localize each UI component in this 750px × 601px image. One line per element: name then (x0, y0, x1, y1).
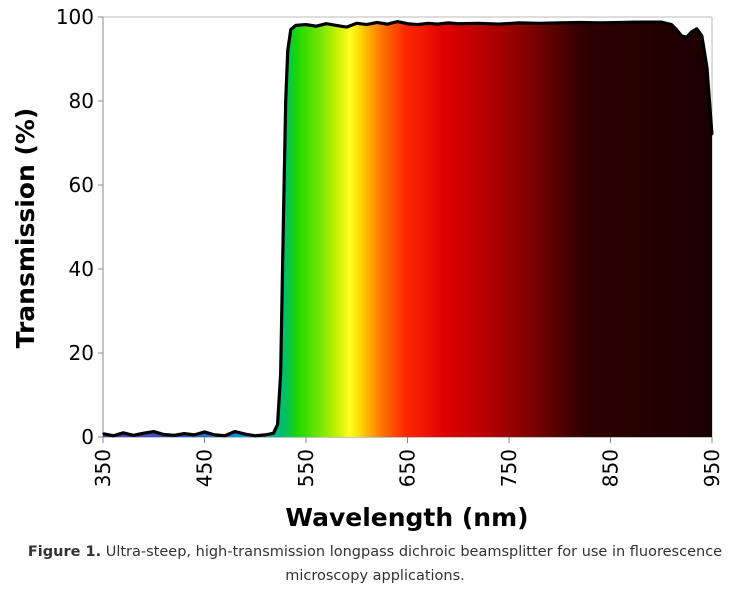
data-point (579, 21, 581, 24)
x-axis-label: Wavelength (nm) (285, 503, 528, 532)
data-point (599, 22, 602, 24)
data-point (355, 22, 358, 25)
data-point (203, 431, 206, 433)
data-point (416, 23, 419, 26)
y-tick-label: 40 (69, 257, 94, 281)
data-point (457, 22, 460, 25)
data-point (366, 23, 368, 26)
data-point (234, 430, 236, 433)
data-point (295, 24, 297, 27)
y-tick-label: 20 (69, 341, 94, 365)
data-point (675, 28, 678, 31)
data-point (376, 21, 378, 24)
y-tick-label: 60 (69, 173, 94, 197)
data-point (670, 23, 673, 26)
data-point (685, 36, 688, 38)
axis-ticks (98, 16, 713, 443)
data-point (558, 22, 561, 24)
data-point (254, 434, 257, 437)
y-axis-label: Transmission (%) (11, 108, 40, 349)
data-point (272, 432, 275, 435)
data-point (345, 26, 348, 28)
data-point (244, 433, 246, 435)
transmission-curve (103, 20, 714, 438)
data-point (660, 21, 663, 23)
data-point (640, 21, 642, 23)
axis-tick-labels: 0 20 40 60 80 100 350 450 550 650 750 850 950 (56, 5, 724, 487)
data-point (282, 205, 285, 207)
x-tick-label: 650 (396, 449, 420, 487)
data-point (427, 22, 429, 25)
data-point (386, 23, 389, 25)
caption-label: Figure 1. (27, 544, 102, 560)
data-point (518, 22, 520, 24)
data-point (152, 430, 155, 433)
y-tick-label: 0 (81, 425, 94, 449)
data-point (286, 49, 289, 52)
data-point (142, 432, 145, 435)
data-point (122, 432, 125, 434)
caption-text: Ultra-steep, high-transmission longpass … (101, 544, 723, 584)
x-tick-label: 450 (193, 449, 217, 487)
transmission-area-fill (103, 21, 712, 438)
data-point (396, 20, 399, 23)
data-point (193, 434, 196, 436)
data-point (498, 23, 500, 25)
figure-caption: Figure 1. Ultra-steep, high-transmission… (0, 540, 750, 588)
x-tick-label: 750 (497, 449, 521, 487)
data-point (279, 373, 282, 375)
data-point (701, 35, 703, 37)
data-point (264, 434, 267, 436)
data-point (173, 434, 175, 437)
x-tick-label: 850 (599, 449, 623, 487)
data-point (325, 22, 328, 25)
y-tick-label: 100 (56, 5, 94, 29)
data-point (305, 23, 307, 26)
data-point (406, 22, 409, 25)
data-point (315, 25, 317, 28)
data-point (213, 434, 216, 436)
data-point (447, 22, 449, 24)
data-point (183, 432, 185, 435)
data-point (289, 28, 292, 31)
data-point (538, 22, 541, 25)
data-point (437, 23, 439, 25)
data-point (695, 27, 698, 30)
data-point (102, 432, 104, 435)
x-tick-label: 950 (700, 449, 724, 487)
data-point (284, 100, 287, 102)
data-point (619, 21, 622, 24)
transmission-chart: 0 20 40 60 80 100 350 450 550 650 750 850 950 Transm… (11, 5, 724, 532)
data-point (706, 66, 708, 69)
x-tick-label: 350 (91, 449, 115, 487)
data-point (680, 35, 683, 37)
data-point (132, 434, 135, 437)
data-point (335, 24, 338, 27)
data-point (112, 434, 114, 437)
data-point (224, 434, 226, 437)
data-point (163, 433, 165, 436)
data-point (477, 22, 480, 25)
data-points (102, 20, 713, 437)
data-point (276, 423, 279, 426)
data-point (690, 30, 693, 33)
x-tick-label: 550 (294, 449, 318, 487)
y-tick-label: 80 (69, 89, 94, 113)
data-point (711, 133, 713, 136)
